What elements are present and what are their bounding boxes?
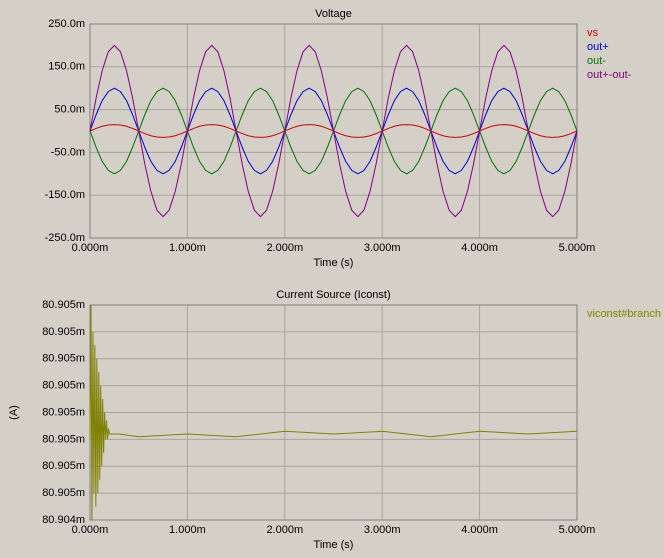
x-tick-label: 1.000m [169,524,206,536]
legend-entry: out+ [587,41,609,53]
y-tick-label: 80.905m [42,433,85,445]
x-tick-label: 5.000m [559,242,596,254]
x-tick-label: 0.000m [72,242,109,254]
y-tick-label: 250.0m [48,18,85,30]
chart-title: Voltage [315,8,352,20]
legend-entry: out- [587,55,606,67]
legend-entry: out+-out- [587,69,632,81]
x-tick-label: 4.000m [461,524,498,536]
series-line [89,44,578,218]
y-tick-label: 80.904m [42,514,85,526]
chart-title: Current Source (Iconst) [276,289,390,301]
x-tick-label: 5.000m [559,524,596,536]
y-tick-label: 80.905m [42,299,85,311]
y-tick-label: 80.905m [42,460,85,472]
x-axis-label: Time (s) [314,539,354,551]
x-tick-label: 2.000m [266,524,303,536]
x-tick-label: 4.000m [461,242,498,254]
y-tick-label: 80.905m [42,406,85,418]
y-tick-label: 80.905m [42,326,85,338]
x-tick-label: 0.000m [72,524,109,536]
x-tick-label: 3.000m [364,242,401,254]
x-tick-label: 3.000m [364,524,401,536]
y-tick-label: 80.905m [42,487,85,499]
y-axis-label: (A) [8,405,20,420]
series-line [89,304,578,521]
y-tick-label: 150.0m [48,61,85,73]
x-tick-label: 2.000m [266,242,303,254]
y-tick-label: -50.0m [51,146,85,158]
y-tick-label: 80.905m [42,380,85,392]
x-tick-label: 1.000m [169,242,206,254]
legend-entry: viconst#branch [587,308,661,320]
y-tick-label: 80.905m [42,353,85,365]
y-tick-label: -250.0m [45,232,85,244]
y-tick-label: 50.0m [54,104,85,116]
y-tick-label: -150.0m [45,189,85,201]
legend-entry: vs [587,27,599,39]
x-axis-label: Time (s) [314,257,354,269]
